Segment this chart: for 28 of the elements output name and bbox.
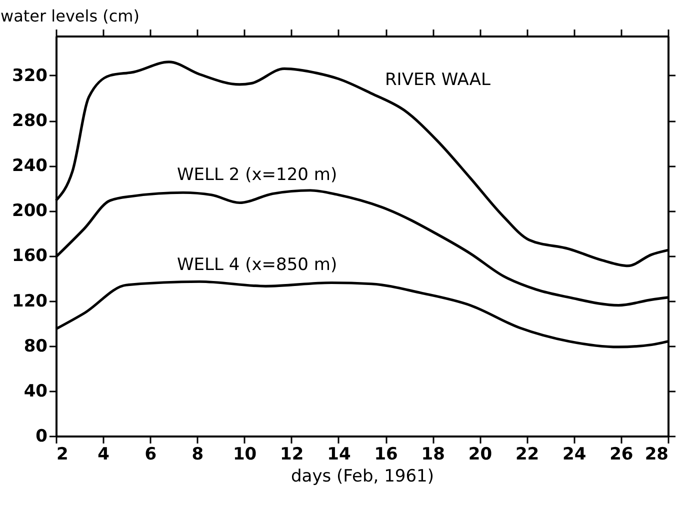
x-tick-label: 28 xyxy=(644,444,668,464)
y-tick-label: 320 xyxy=(12,66,48,86)
y-tick-label: 40 xyxy=(24,381,48,402)
y-tick-label: 240 xyxy=(12,156,48,176)
y-tick-label: 0 xyxy=(36,426,48,446)
series-label: WELL 2 (x=120 m) xyxy=(177,165,338,185)
x-tick-label: 14 xyxy=(327,444,351,464)
series-label: WELL 4 (x=850 m) xyxy=(177,255,338,275)
x-tick-label: 16 xyxy=(374,444,398,464)
x-tick-label: 20 xyxy=(468,444,492,464)
y-tick-label: 160 xyxy=(12,246,48,266)
x-tick-label: 10 xyxy=(232,444,257,464)
y-tick-label: 200 xyxy=(12,201,48,222)
x-tick-label: 26 xyxy=(610,444,634,464)
x-tick-label: 24 xyxy=(562,444,586,464)
y-tick-label: 120 xyxy=(12,291,48,312)
y-axis-title: water levels (cm) xyxy=(0,6,140,26)
x-tick-label: 18 xyxy=(421,444,445,464)
x-tick-label: 6 xyxy=(144,444,157,464)
x-tick-label: 8 xyxy=(192,444,204,464)
y-tick-label: 80 xyxy=(24,336,48,356)
series-label: RIVER WAAL xyxy=(385,70,492,90)
x-tick-label: 2 xyxy=(56,444,68,464)
x-tick-label: 22 xyxy=(515,444,540,464)
y-tick-label: 280 xyxy=(12,111,48,132)
x-tick-label: 4 xyxy=(98,444,110,464)
x-tick-label: 12 xyxy=(280,444,304,464)
x-axis-title: days (Feb, 1961) xyxy=(291,466,434,486)
